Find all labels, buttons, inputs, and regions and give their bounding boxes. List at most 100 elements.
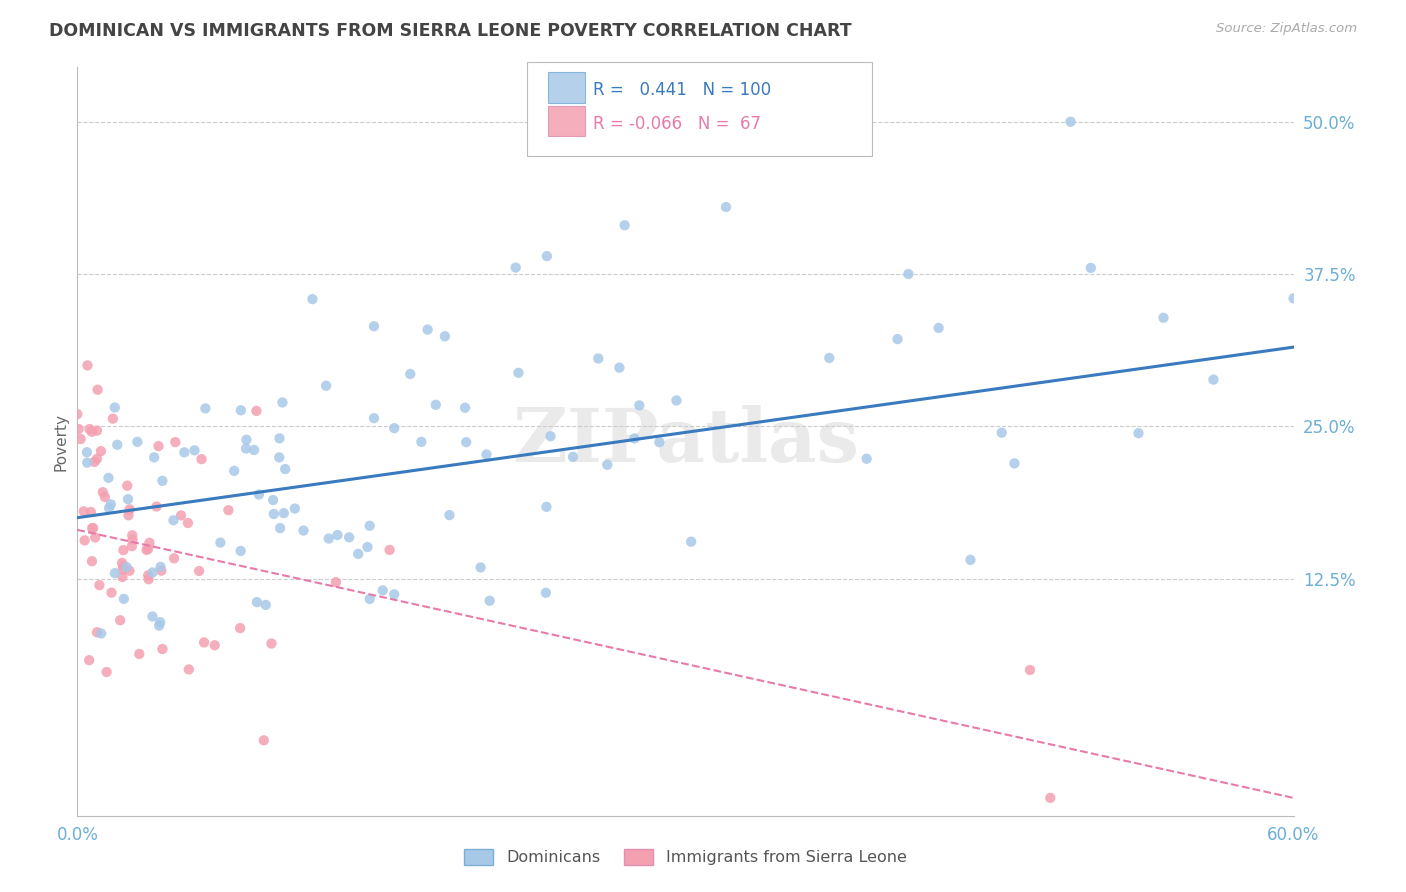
Point	[204, 638, 226, 652]
Point	[163, 551, 186, 566]
Point	[818, 351, 841, 365]
Point	[382, 587, 405, 601]
Point	[229, 403, 252, 417]
Point	[454, 401, 477, 415]
Point	[141, 609, 163, 624]
Point	[534, 586, 557, 600]
Point	[152, 474, 174, 488]
Point	[73, 504, 96, 518]
Point	[165, 435, 187, 450]
Point	[347, 547, 370, 561]
Point	[149, 559, 172, 574]
Point	[665, 393, 688, 408]
Point	[628, 398, 651, 412]
Point	[177, 662, 200, 676]
Point	[217, 503, 239, 517]
Point	[273, 506, 295, 520]
Point	[173, 445, 195, 459]
Text: ZIPatlas: ZIPatlas	[512, 405, 859, 478]
Point	[97, 471, 120, 485]
Point	[82, 521, 104, 535]
Point	[359, 591, 381, 606]
Point	[235, 442, 257, 456]
Point	[416, 322, 439, 336]
Point	[80, 425, 103, 439]
Point	[121, 533, 143, 547]
Point	[588, 351, 610, 366]
Point	[73, 533, 96, 548]
Text: R =   0.441   N = 100: R = 0.441 N = 100	[593, 81, 772, 99]
Point	[269, 521, 291, 535]
Point	[1059, 114, 1081, 128]
Point	[243, 442, 266, 457]
Point	[382, 421, 405, 435]
Point	[623, 432, 645, 446]
Point	[111, 562, 134, 576]
Point	[318, 532, 340, 546]
Point	[112, 559, 135, 574]
Point	[94, 490, 117, 504]
Point	[262, 493, 284, 508]
Point	[561, 450, 583, 464]
Point	[170, 508, 193, 523]
Point	[371, 583, 394, 598]
Point	[152, 642, 174, 657]
Point	[269, 450, 291, 465]
Point	[96, 665, 118, 679]
Point	[145, 500, 167, 514]
Point	[928, 321, 950, 335]
Point	[536, 249, 558, 263]
Point	[135, 542, 157, 557]
Point	[121, 539, 143, 553]
Point	[128, 647, 150, 661]
Point	[456, 435, 478, 450]
Point	[260, 636, 283, 650]
Point	[271, 395, 294, 409]
Point	[363, 319, 385, 334]
Point	[681, 534, 703, 549]
Point	[508, 366, 530, 380]
Point	[470, 560, 492, 574]
Point	[136, 568, 159, 582]
Point	[247, 487, 270, 501]
Point	[439, 508, 461, 522]
Point	[609, 360, 631, 375]
Point	[188, 564, 211, 578]
Point	[274, 462, 297, 476]
Point	[149, 615, 172, 630]
Point	[209, 535, 232, 549]
Point	[86, 451, 108, 466]
Point	[91, 485, 114, 500]
Point	[100, 585, 122, 599]
Point	[101, 411, 124, 425]
Point	[253, 733, 276, 747]
Point	[105, 438, 128, 452]
Point	[183, 443, 205, 458]
Point	[82, 521, 104, 535]
Point	[162, 513, 184, 527]
Point	[315, 378, 337, 392]
Point	[193, 635, 215, 649]
Y-axis label: Poverty: Poverty	[53, 412, 69, 471]
Point	[263, 507, 285, 521]
Point	[86, 625, 108, 640]
Point	[1282, 292, 1305, 306]
Point	[111, 570, 134, 584]
Point	[90, 626, 112, 640]
Point	[326, 528, 349, 542]
Point	[596, 458, 619, 472]
Point	[136, 541, 159, 556]
Point	[475, 448, 498, 462]
Point	[1039, 791, 1062, 805]
Point	[505, 260, 527, 275]
Point	[67, 422, 90, 436]
Point	[138, 535, 160, 549]
Point	[118, 502, 141, 516]
Point	[98, 501, 121, 516]
Point	[399, 367, 422, 381]
Point	[1019, 663, 1042, 677]
Point	[269, 431, 291, 445]
Point	[224, 464, 246, 478]
Point	[425, 398, 447, 412]
Point	[86, 383, 108, 397]
